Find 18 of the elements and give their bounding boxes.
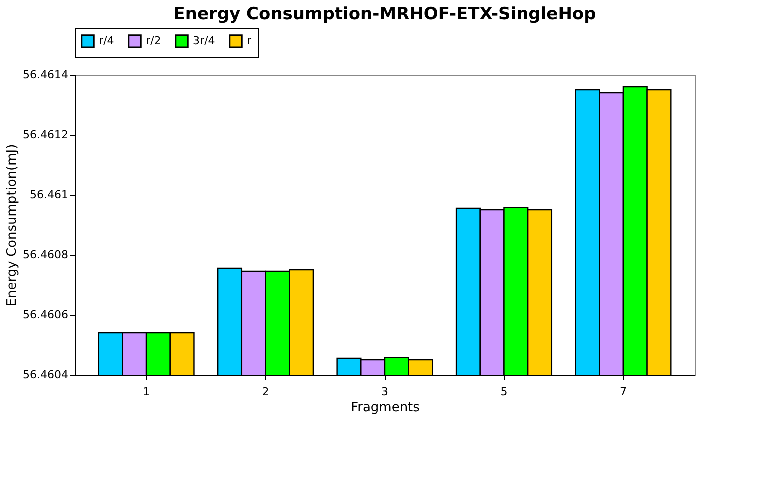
- y-axis-title: Energy Consumption(mJ): [5, 144, 20, 307]
- y-tick-label: 56.4604: [23, 368, 68, 382]
- y-tick-label: 56.4612: [23, 128, 68, 142]
- chart-title: Energy Consumption-MRHOF-ETX-SingleHop: [174, 4, 596, 24]
- x-tick-label: 3: [382, 386, 388, 398]
- legend-label: 3r/4: [193, 34, 216, 48]
- x-tick-label: 2: [262, 386, 270, 398]
- legend-label: r/2: [146, 34, 162, 48]
- legend-label: r: [247, 34, 252, 48]
- y-tick-label: 56.4606: [23, 308, 68, 322]
- y-tick-label: 56.4608: [23, 248, 68, 262]
- x-axis-title: Fragments: [351, 400, 420, 416]
- y-tick-label: 56.461: [30, 188, 68, 202]
- x-tick-label: 5: [500, 386, 508, 398]
- y-tick-label: 56.4614: [23, 68, 68, 82]
- legend-label: r/4: [99, 34, 114, 48]
- x-tick-label: 1: [143, 386, 150, 398]
- x-tick-label: 7: [620, 386, 627, 398]
